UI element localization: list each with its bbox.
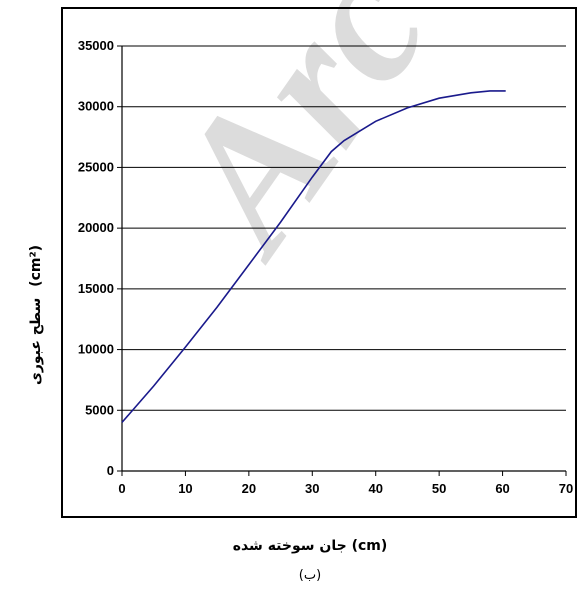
y-axis-label: سطح عبوری (cm²) xyxy=(28,245,44,385)
y-tick-labels: 0 5000 10000 15000 20000 25000 30000 35000 xyxy=(78,38,114,478)
y-tick-label: 0 xyxy=(107,463,114,478)
axes xyxy=(117,45,567,476)
y-tick-label: 10000 xyxy=(78,342,114,357)
y-tick-label: 5000 xyxy=(85,402,114,417)
x-tick-label: 10 xyxy=(178,481,192,496)
y-tick-label: 35000 xyxy=(78,38,114,53)
caption: (ب) xyxy=(299,568,321,583)
x-tick-label: 0 xyxy=(118,481,125,496)
y-tick-label: 30000 xyxy=(78,99,114,114)
y-axis-label-text: سطح عبوری xyxy=(28,298,44,385)
x-tick-labels: 0 10 20 30 40 50 60 70 xyxy=(118,481,573,496)
y-axis-label-unit: (cm²) xyxy=(28,245,44,287)
watermark-text: Arc xyxy=(128,0,469,290)
series-line xyxy=(121,90,506,423)
x-tick-label: 30 xyxy=(305,481,319,496)
chart-frame xyxy=(61,7,577,518)
x-tick-label: 60 xyxy=(495,481,509,496)
gridlines xyxy=(122,45,566,411)
y-tick-label: 15000 xyxy=(78,281,114,296)
y-tick-label: 25000 xyxy=(78,159,114,174)
y-tick-label: 20000 xyxy=(78,220,114,235)
x-tick-label: 50 xyxy=(432,481,446,496)
x-tick-label: 70 xyxy=(559,481,573,496)
x-tick-label: 20 xyxy=(242,481,256,496)
x-tick-label: 40 xyxy=(368,481,382,496)
x-axis-label: جان سوخته شده (cm) xyxy=(233,538,388,554)
